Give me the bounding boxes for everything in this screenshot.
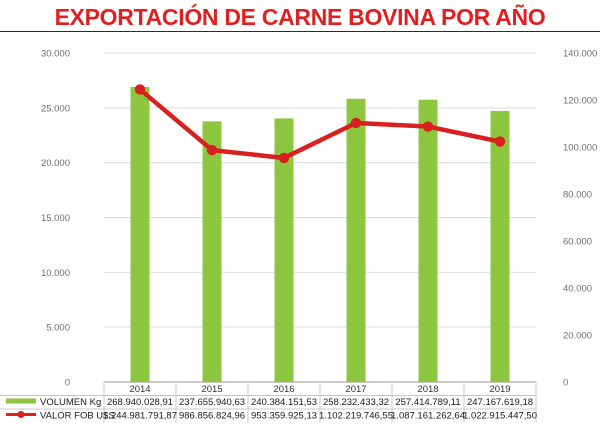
- y-left-tick-label: 20.000: [41, 158, 70, 169]
- line-data-label: 1.087.161.262,64: [391, 411, 465, 422]
- y-left-tick-label: 0: [65, 378, 70, 389]
- y-right-tick-label: 80.000: [563, 190, 592, 201]
- x-tick-label: 2018: [417, 384, 438, 395]
- legend-label-volumen: VOLUMEN Kg: [40, 397, 101, 408]
- line-data-label: 1.102.219.746,55: [319, 411, 393, 422]
- bar-volumen-2019: [490, 110, 510, 383]
- line-valor-fob: [137, 87, 503, 161]
- bar-volumen-2014: [130, 86, 150, 382]
- x-tick-label: 2019: [489, 384, 510, 395]
- bar-data-label: 258.232.433,32: [323, 397, 389, 408]
- y-right-tick-label: 0: [563, 378, 568, 389]
- x-tick-label: 2017: [345, 384, 366, 395]
- y-left-tick-label: 10.000: [41, 268, 70, 279]
- y-right-tick-label: 100.000: [563, 143, 597, 154]
- y-right-tick-label: 120.000: [563, 96, 597, 107]
- bar-volumen-2017: [346, 98, 366, 382]
- line-point-2014: [134, 84, 146, 95]
- bar-data-label: 268.940.028,91: [107, 397, 173, 408]
- chart-title: EXPORTACIÓN DE CARNE BOVINA POR AÑO: [54, 4, 546, 30]
- line-data-label: 1.244.981.791,87: [103, 411, 177, 422]
- y-left-tick-label: 25.000: [41, 103, 70, 114]
- y-left-tick-label: 5.000: [46, 323, 70, 334]
- legend-label-valor: VALOR FOB U$S: [40, 411, 115, 422]
- bar-data-label: 240.384.151,53: [251, 397, 317, 408]
- line-point-2015: [206, 144, 218, 156]
- line-data-label: 1.022.915.447,50: [463, 411, 537, 422]
- y-right-tick-label: 140.000: [563, 49, 597, 60]
- bar-volumen-2016: [274, 118, 294, 382]
- line-point-2016: [278, 152, 290, 164]
- legend-swatch-volumen: [6, 398, 36, 404]
- x-tick-label: 2015: [201, 384, 222, 395]
- line-data-label: 953.359.925,13: [251, 411, 317, 422]
- title-divider: [0, 31, 600, 32]
- y-right-tick-label: 40.000: [563, 284, 592, 295]
- y-left-tick-label: 15.000: [41, 213, 70, 224]
- bar-volumen-2018: [418, 99, 438, 382]
- y-left-tick-label: 30.000: [41, 49, 70, 60]
- x-tick-label: 2016: [273, 384, 294, 395]
- line-point-2018: [422, 121, 434, 132]
- line-data-label: 986.856.824,96: [179, 411, 245, 422]
- bar-data-label: 237.655.940,63: [179, 397, 245, 408]
- line-point-2017: [350, 117, 362, 129]
- legend-swatch-valor-marker: [17, 411, 25, 418]
- bar-data-label: 247.167.619,18: [467, 397, 533, 408]
- bar-data-label: 257.414.789,11: [395, 397, 460, 408]
- bar-volumen-2015: [202, 121, 222, 382]
- y-right-tick-label: 60.000: [563, 237, 592, 248]
- y-right-tick-label: 20.000: [563, 331, 592, 342]
- x-tick-label: 2014: [129, 384, 150, 395]
- line-point-2019: [494, 136, 506, 147]
